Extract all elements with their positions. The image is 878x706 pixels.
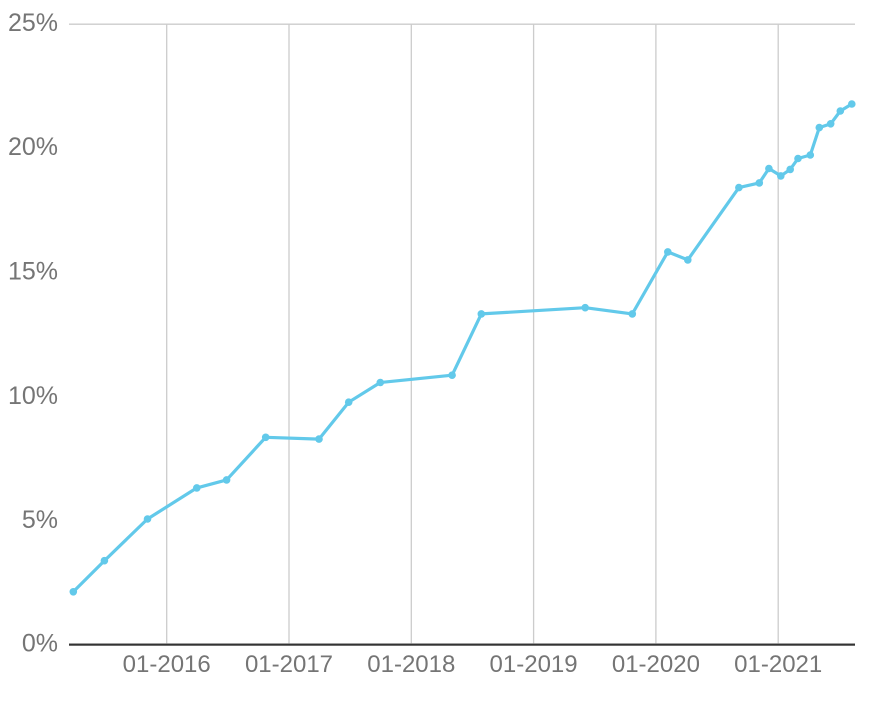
svg-text:5%: 5% — [22, 506, 58, 534]
svg-text:01-2019: 01-2019 — [490, 651, 578, 678]
svg-text:01-2018: 01-2018 — [367, 651, 455, 678]
svg-text:15%: 15% — [8, 257, 58, 285]
svg-text:01-2016: 01-2016 — [123, 651, 211, 678]
svg-text:01-2017: 01-2017 — [245, 651, 333, 678]
svg-text:01-2021: 01-2021 — [734, 651, 822, 678]
svg-text:0%: 0% — [22, 630, 58, 658]
svg-text:01-2020: 01-2020 — [612, 651, 700, 678]
svg-text:10%: 10% — [8, 382, 58, 410]
svg-text:20%: 20% — [8, 133, 58, 161]
svg-text:25%: 25% — [8, 9, 58, 37]
